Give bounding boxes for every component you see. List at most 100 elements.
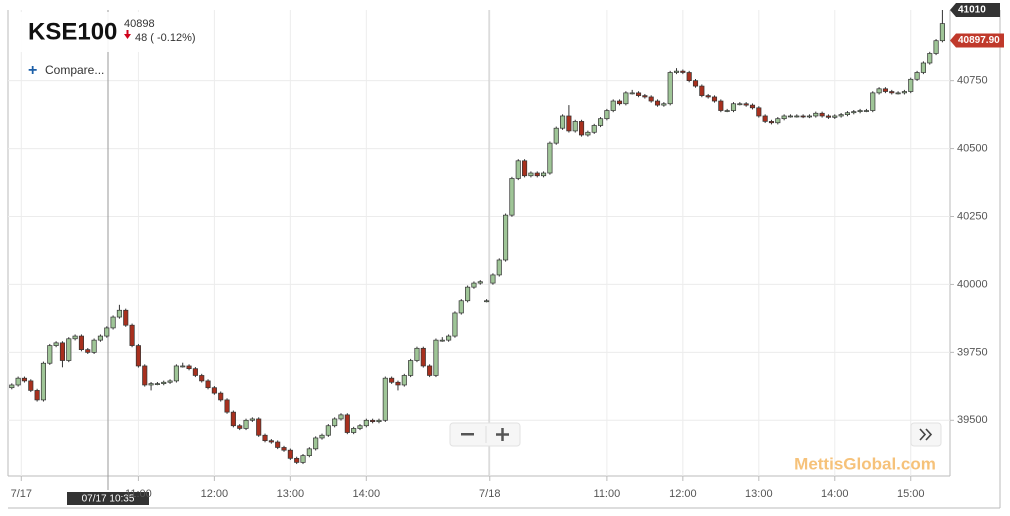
candle-body	[838, 114, 844, 117]
candle-body	[711, 96, 718, 102]
zoom-bg	[449, 422, 521, 447]
candle-body	[825, 115, 832, 118]
candle-body	[300, 455, 306, 463]
candle-body	[224, 399, 230, 413]
candle-body	[205, 380, 211, 389]
candle-body	[167, 380, 173, 383]
high-marker: 41010	[958, 5, 986, 16]
candle-body	[230, 411, 236, 427]
candle-body	[895, 92, 901, 95]
candle-body	[813, 112, 819, 117]
candle-body	[939, 23, 945, 42]
candle-body	[661, 103, 667, 106]
candle-body	[357, 425, 363, 429]
candle-body	[629, 92, 635, 95]
candle-body	[408, 360, 414, 376]
change: 48 ( -0.12%)	[135, 32, 196, 44]
candle-body	[889, 91, 895, 94]
y-tick-label: 39750	[957, 346, 988, 358]
candle-body	[851, 111, 857, 114]
candle-body	[427, 365, 433, 376]
candle-body	[104, 327, 110, 337]
candle-body	[775, 118, 781, 124]
cursor-label: 07/17 10:35	[82, 494, 135, 505]
y-tick-label: 40500	[957, 142, 988, 154]
x-tick-label: 11:00	[594, 488, 621, 500]
candle-body	[28, 380, 34, 391]
candle-body	[325, 425, 331, 436]
candle-body	[91, 339, 97, 353]
candle-body	[503, 214, 509, 261]
candle-body	[446, 335, 452, 341]
candle-body	[452, 312, 458, 337]
y-tick-label: 39500	[957, 414, 988, 426]
down-arrow	[124, 30, 131, 39]
candle-body	[927, 53, 933, 64]
plus-icon[interactable]: +	[28, 62, 37, 79]
x-tick-label: 14:00	[821, 488, 849, 500]
candle-body	[376, 419, 382, 423]
zoom-out[interactable]	[461, 433, 474, 436]
candle-body	[914, 72, 920, 80]
candle-body	[262, 434, 268, 442]
candle-body	[749, 104, 756, 109]
candle-body	[338, 414, 344, 420]
candle-body	[287, 449, 293, 459]
y-tick-label: 40750	[957, 75, 988, 87]
last-marker-bg	[950, 33, 1004, 48]
candle-body	[123, 309, 129, 326]
high-marker-bg	[950, 3, 1000, 17]
candle-body	[465, 286, 471, 302]
candle-body	[186, 365, 192, 370]
candle-body	[313, 437, 319, 450]
candle-body	[382, 377, 388, 421]
last-marker: 40897.90	[958, 35, 1000, 46]
candle-body	[737, 103, 743, 106]
candle-body	[743, 103, 749, 106]
candle-body	[509, 178, 515, 216]
candle-body	[458, 300, 464, 314]
zoom-in[interactable]	[496, 428, 509, 441]
candle-body	[756, 107, 762, 117]
candle-body	[275, 441, 281, 448]
candle-body	[718, 100, 724, 111]
candle-body	[863, 110, 869, 112]
x-tick-label: 12:00	[669, 488, 697, 500]
candle-body	[110, 316, 116, 329]
candle-body	[787, 115, 794, 118]
candle-body	[389, 377, 395, 383]
header-bg	[10, 12, 200, 52]
symbol: KSE100	[28, 18, 117, 45]
candle-body	[471, 282, 477, 288]
compare-button[interactable]: Compare...	[45, 63, 104, 77]
candle-body	[154, 383, 160, 385]
candle-body	[610, 100, 616, 111]
candle-body	[180, 365, 186, 368]
candle-body	[623, 92, 629, 105]
candle-body	[819, 112, 825, 117]
candle-body	[806, 115, 813, 118]
watermark: MettisGlobal.com	[794, 454, 936, 473]
candle-body	[579, 121, 585, 136]
candle-body	[363, 419, 369, 427]
candle-body	[692, 80, 699, 87]
candle-body	[59, 342, 65, 361]
candle-body	[161, 381, 167, 384]
candle-body	[344, 414, 350, 433]
candle-body	[420, 347, 426, 367]
candle-body	[604, 110, 610, 120]
candle-body	[199, 375, 205, 382]
candle-body	[21, 377, 28, 382]
candle-body	[281, 447, 287, 451]
candle-body	[34, 390, 40, 401]
x-tick-label: 13:00	[745, 488, 773, 500]
candle-body	[433, 339, 439, 376]
candle-body	[730, 103, 737, 111]
candle-body	[654, 100, 661, 106]
candle-body	[53, 342, 59, 346]
candle-body	[882, 88, 888, 92]
candle-body	[724, 110, 730, 112]
candle-body	[705, 95, 711, 98]
